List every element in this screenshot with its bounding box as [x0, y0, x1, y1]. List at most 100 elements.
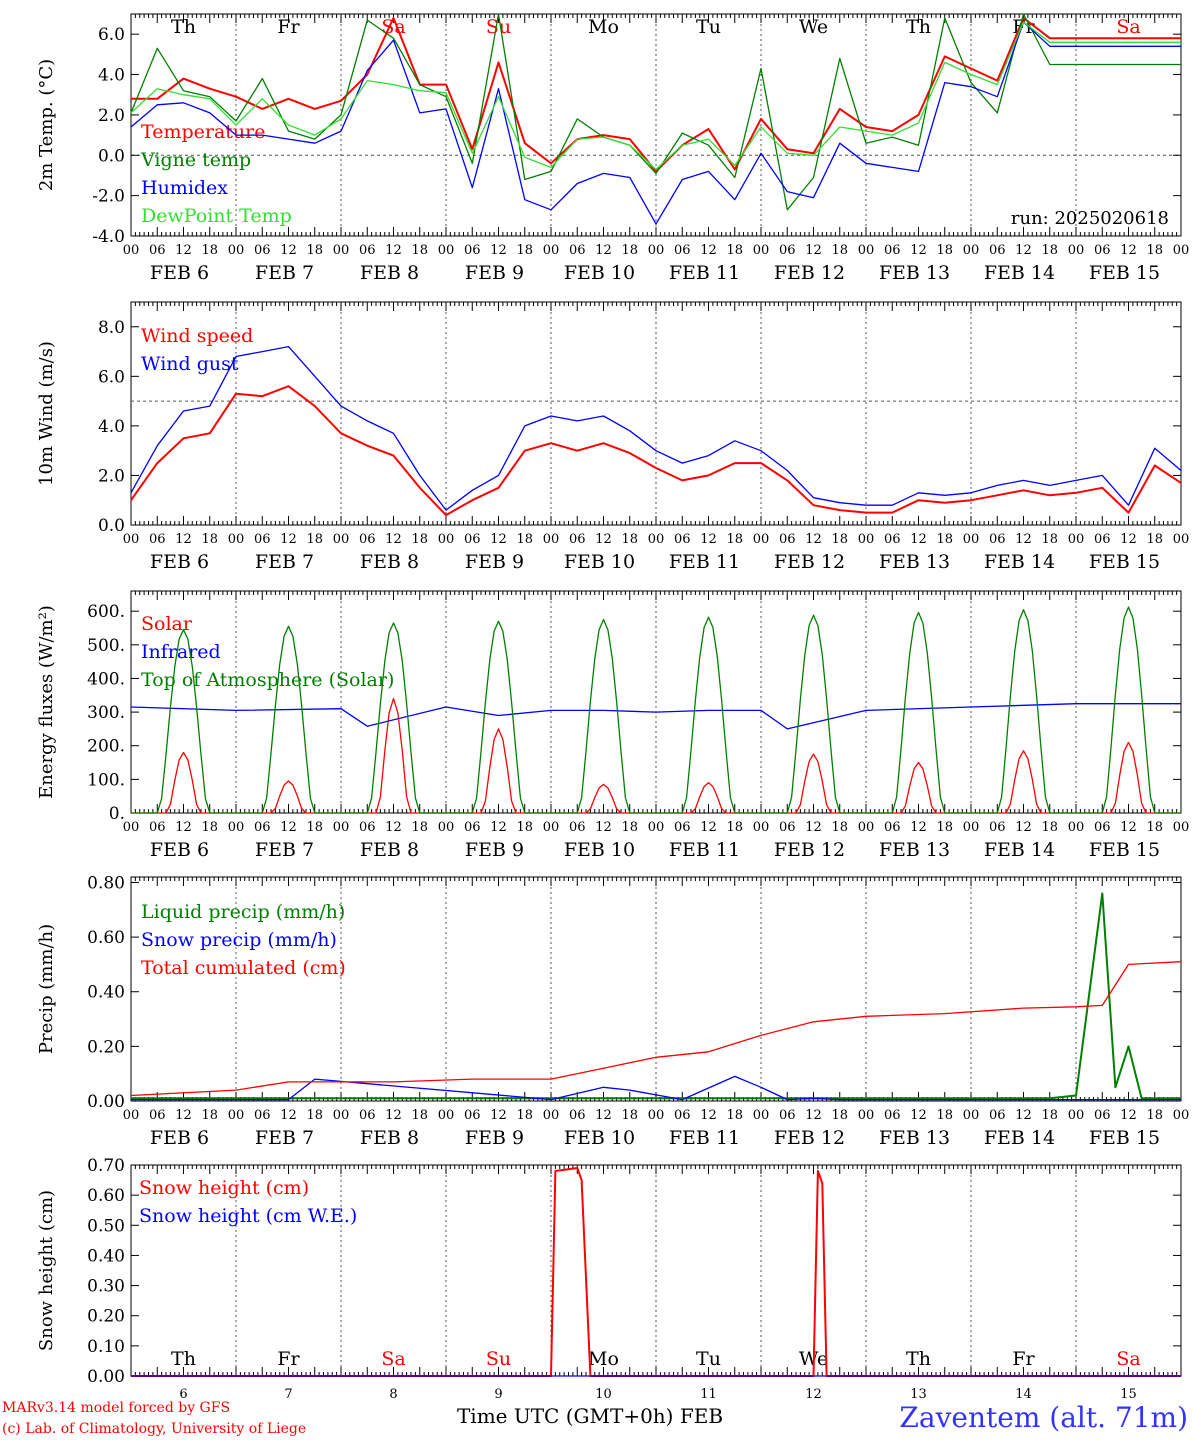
hour-tick-label: 06: [674, 243, 691, 258]
series-line: [130, 13, 1181, 211]
hour-tick-label: 12: [490, 1108, 507, 1123]
hour-tick-label: 18: [1041, 820, 1058, 835]
hour-tick-label: 12: [595, 243, 612, 258]
date-label: FEB 14: [984, 1127, 1055, 1149]
hour-tick-label: 06: [989, 1108, 1006, 1123]
hour-tick-label: 00: [1068, 243, 1085, 258]
date-label: FEB 15: [1089, 551, 1160, 573]
day-name: Sa: [381, 1348, 405, 1370]
hour-tick-label: 12: [1120, 532, 1137, 547]
hour-tick-label: 06: [254, 820, 271, 835]
hour-tick-label: 06: [359, 820, 376, 835]
hour-tick-label: 00: [648, 820, 665, 835]
hour-tick-label: 06: [149, 820, 166, 835]
y-tick-label: -2.0: [92, 187, 125, 207]
series-line: [131, 892, 1181, 1100]
hour-tick-label: 18: [936, 532, 953, 547]
date-label: FEB 9: [465, 262, 524, 284]
day-number: 8: [389, 1387, 397, 1402]
legend-entry: Total cumulated (cm): [141, 957, 346, 979]
hour-tick-label: 06: [989, 820, 1006, 835]
hour-tick-label: 06: [359, 532, 376, 547]
hour-tick-label: 06: [1094, 532, 1111, 547]
date-label: FEB 10: [564, 1127, 635, 1149]
hour-tick-label: 00: [438, 243, 455, 258]
hour-tick-label: 06: [779, 1108, 796, 1123]
hour-tick-label: 00: [543, 820, 560, 835]
y-axis-label: Snow height (cm): [36, 1190, 57, 1351]
station-name: Zaventem (alt. 71m): [899, 1401, 1188, 1434]
series-line: [131, 1075, 1181, 1101]
hour-tick-label: 18: [306, 243, 323, 258]
hour-tick-label: 12: [385, 1108, 402, 1123]
hour-tick-label: 06: [989, 243, 1006, 258]
date-label: FEB 12: [774, 1127, 845, 1149]
date-label: FEB 12: [774, 262, 845, 284]
hour-tick-label: 18: [201, 820, 218, 835]
day-name: Sa: [1116, 16, 1140, 38]
hour-tick-label: 06: [884, 243, 901, 258]
y-tick-label: 400.: [87, 669, 125, 689]
y-tick-label: 0.0: [98, 146, 125, 166]
hour-tick-label: 12: [595, 532, 612, 547]
y-tick-label: -4.0: [92, 227, 125, 247]
hour-tick-label: 00: [228, 1108, 245, 1123]
y-axis-label: Energy fluxes (W/m²): [36, 605, 57, 799]
y-tick-label: 0.80: [87, 873, 125, 893]
hour-tick-label: 00: [963, 243, 980, 258]
y-tick-label: 2.0: [98, 106, 125, 126]
day-number: 7: [284, 1387, 292, 1402]
day-number: 6: [179, 1387, 187, 1402]
hour-tick-label: 18: [831, 1108, 848, 1123]
chart-panel-3: 0. 100. 200. 300. 400. 500. 600. Energy fluxes …: [36, 590, 1189, 861]
date-label: FEB 6: [150, 262, 209, 284]
day-name: Th: [171, 1348, 196, 1370]
hour-tick-label: 18: [726, 820, 743, 835]
hour-tick-label: 06: [569, 243, 586, 258]
y-tick-label: 100.: [87, 770, 125, 790]
date-label: FEB 7: [255, 551, 314, 573]
y-tick-label: 0.50: [87, 1216, 125, 1236]
chart-panel-4: 0.00 0.20 0.40 0.60 0.80 Precip (mm/h) 00 06 12 1…: [36, 873, 1189, 1149]
y-tick-label: 600.: [87, 602, 125, 622]
hour-tick-label: 06: [1094, 1108, 1111, 1123]
hour-tick-label: 12: [805, 532, 822, 547]
legend-entry: Infrared: [141, 641, 221, 663]
hour-tick-label: 18: [201, 532, 218, 547]
hour-tick-label: 18: [936, 243, 953, 258]
hour-tick-label: 18: [516, 820, 533, 835]
y-tick-label: 0.: [109, 804, 125, 824]
date-label: FEB 6: [150, 551, 209, 573]
hour-tick-label: 12: [805, 243, 822, 258]
day-number: 12: [805, 1387, 822, 1402]
hour-tick-label: 00: [753, 1108, 770, 1123]
hour-tick-label: 18: [306, 532, 323, 547]
chart-panel-1: -4.0 -2.0 0.0 2.0 4.0 6.0 2m Temp. (°C) 00 06 12 1…: [36, 13, 1189, 284]
y-axis-label: Precip (mm/h): [36, 924, 57, 1054]
date-label: FEB 11: [669, 551, 740, 573]
hour-tick-label: 06: [884, 532, 901, 547]
y-tick-label: 0.60: [87, 1186, 125, 1206]
hour-tick-label: 06: [149, 1108, 166, 1123]
hour-tick-label: 18: [1146, 532, 1163, 547]
legend-entry: DewPoint Temp: [141, 205, 292, 227]
date-label: FEB 6: [150, 839, 209, 861]
legend-entry: Snow height (cm): [139, 1177, 309, 1199]
hour-tick-label: 12: [175, 820, 192, 835]
y-tick-label: 0.40: [87, 983, 125, 1003]
hour-tick-label: 18: [936, 1108, 953, 1123]
series-line: [130, 345, 1182, 511]
hour-tick-label: 18: [1146, 1108, 1163, 1123]
hour-tick-label: 06: [884, 820, 901, 835]
day-name: Mo: [588, 16, 619, 38]
footer-model: MARv3.14 model forced by GFS: [2, 1400, 230, 1416]
y-axis-label: 10m Wind (m/s): [36, 341, 57, 486]
date-label: FEB 13: [879, 262, 950, 284]
y-tick-label: 0.00: [87, 1092, 125, 1112]
hour-tick-label: 12: [1015, 532, 1032, 547]
date-label: FEB 7: [255, 839, 314, 861]
hour-tick-label: 06: [149, 532, 166, 547]
hour-tick-label: 00: [333, 532, 350, 547]
y-tick-label: 0.20: [87, 1307, 125, 1327]
